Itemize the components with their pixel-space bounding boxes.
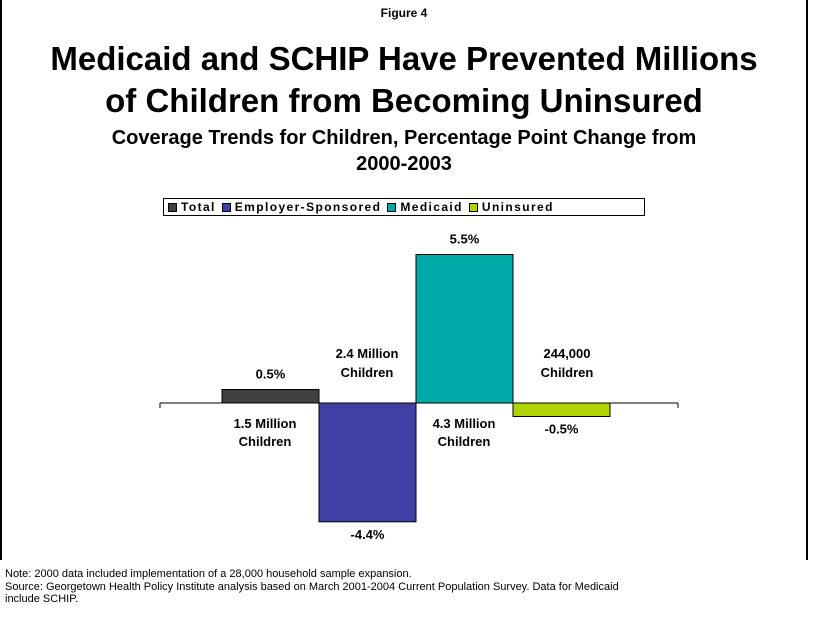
- legend-label-total: Total: [181, 200, 216, 214]
- annotation-uninsured-line-2: Children: [541, 365, 594, 380]
- note-line: Note: 2000 data included implementation …: [5, 568, 412, 580]
- annotation-employer-sponsored-line-1: 2.4 Million: [336, 346, 399, 361]
- annotation-medicaid-line-2: Children: [438, 434, 491, 449]
- chart-subtitle: Coverage Trends for Children, Percentage…: [60, 125, 748, 177]
- legend-label-medicaid: Medicaid: [400, 200, 463, 214]
- bar-employer-sponsored: [318, 402, 417, 523]
- annotation-medicaid-line-1: 4.3 Million: [433, 416, 496, 431]
- legend-label-employer-sponsored: Employer-Sponsored: [234, 200, 382, 214]
- legend-swatch-uninsured: [468, 202, 478, 212]
- data-label-total: 0.5%: [256, 367, 286, 382]
- annotation-total-line-2: Children: [239, 434, 292, 449]
- chart-subtitle-line-2: 2000-2003: [356, 153, 452, 175]
- annotation-total-line-1: 1.5 Million: [234, 416, 297, 431]
- chart-title-line-1: Medicaid and SCHIP Have Prevented Millio…: [50, 40, 758, 77]
- figure-frame: [0, 0, 808, 560]
- legend-swatch-medicaid: [387, 202, 397, 212]
- data-label-medicaid: 5.5%: [450, 232, 480, 247]
- source-line: Source: Georgetown Health Policy Institu…: [5, 580, 619, 593]
- annotation-employer-sponsored-line-2: Children: [341, 365, 394, 380]
- legend-swatch-total: [168, 202, 177, 212]
- annotation-uninsured-line-1: 244,000: [544, 346, 591, 361]
- legend-item-employer-sponsored: Employer-Sponsored: [221, 200, 382, 214]
- data-label-employer-sponsored: -4.4%: [351, 527, 385, 542]
- bar-total: [221, 389, 320, 404]
- chart-legend: Total Employer-Sponsored Medicaid Uninsu…: [163, 198, 645, 216]
- chart-subtitle-line-1: Coverage Trends for Children, Percentage…: [111, 127, 697, 149]
- chart-notes: Note: 2000 data included implementation …: [5, 568, 805, 606]
- bar-medicaid: [415, 254, 514, 404]
- chart-title: Medicaid and SCHIP Have Prevented Millio…: [0, 38, 808, 122]
- legend-item-total: Total: [168, 200, 216, 214]
- source-line-continued: include SCHIP.: [5, 593, 79, 605]
- bar-chart: 0.5% -4.4% 5.5% -0.5% 1.5 Million Children 2.4…: [159, 232, 679, 542]
- data-label-uninsured: -0.5%: [545, 422, 579, 437]
- figure-label: Figure 4: [380, 6, 428, 20]
- legend-item-uninsured: Uninsured: [468, 200, 554, 214]
- legend-label-uninsured: Uninsured: [481, 200, 554, 214]
- legend-swatch-employer-sponsored: [221, 202, 231, 212]
- chart-title-line-2: of Children from Becoming Uninsured: [105, 82, 703, 119]
- bar-uninsured: [512, 402, 611, 417]
- legend-item-medicaid: Medicaid: [387, 200, 463, 214]
